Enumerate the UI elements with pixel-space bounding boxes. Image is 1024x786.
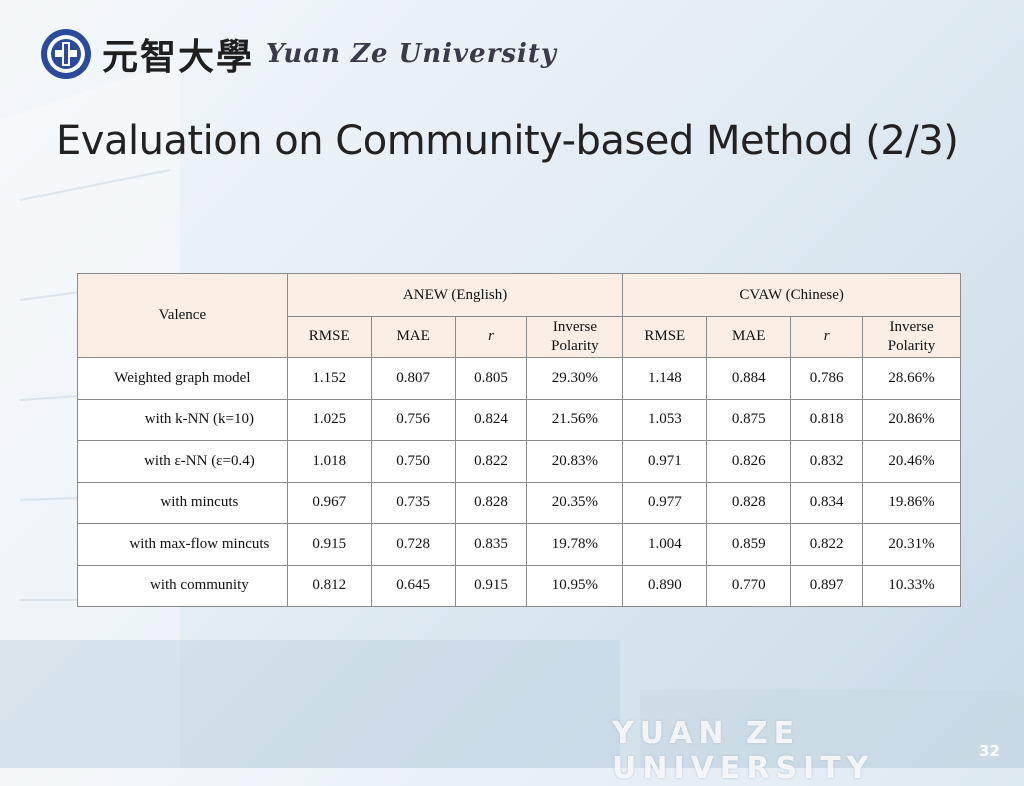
anew-rmse-cell: 0.915 bbox=[286, 523, 372, 566]
anew-mae-cell: 0.728 bbox=[370, 523, 456, 566]
subheader-r: r bbox=[454, 316, 528, 358]
subheader-inverse-polarity: Inverse Polarity bbox=[862, 316, 961, 358]
anew-rmse-cell: 1.152 bbox=[286, 357, 372, 400]
table-row: with max-flow mincuts 0.915 0.728 0.835 19.7… bbox=[77, 523, 961, 566]
cvaw-mae-cell: 0.859 bbox=[706, 523, 792, 566]
cvaw-r-cell: 0.822 bbox=[790, 523, 864, 566]
cvaw-inverse-polarity-cell: 10.33% bbox=[862, 564, 961, 607]
row-label: with max-flow mincuts bbox=[77, 523, 288, 566]
anew-r-cell: 0.828 bbox=[454, 481, 528, 524]
cvaw-mae-cell: 0.770 bbox=[706, 564, 792, 607]
subheader-r: r bbox=[790, 316, 864, 358]
cvaw-r-cell: 0.786 bbox=[790, 357, 864, 400]
subheader-rmse: RMSE bbox=[622, 316, 708, 358]
page-number: 32 bbox=[979, 742, 1000, 760]
table-row: with mincuts 0.967 0.735 0.828 20.35% 0.977 0.… bbox=[77, 481, 961, 524]
slide-title: Evaluation on Community-based Method (2/… bbox=[56, 118, 959, 164]
anew-inverse-polarity-cell: 20.35% bbox=[526, 481, 624, 524]
logo-english-name: Yuan Ze University bbox=[266, 39, 558, 69]
anew-r-cell: 0.805 bbox=[454, 357, 528, 400]
anew-inverse-polarity-cell: 29.30% bbox=[526, 357, 624, 400]
cvaw-inverse-polarity-cell: 20.86% bbox=[862, 398, 961, 441]
anew-mae-cell: 0.750 bbox=[370, 440, 456, 483]
group-header-anew: ANEW (English) bbox=[286, 273, 624, 317]
subheader-rmse: RMSE bbox=[286, 316, 372, 358]
cvaw-rmse-cell: 0.977 bbox=[622, 481, 708, 524]
anew-r-cell: 0.822 bbox=[454, 440, 528, 483]
anew-mae-cell: 0.807 bbox=[370, 357, 456, 400]
anew-r-cell: 0.824 bbox=[454, 398, 528, 441]
row-label: with mincuts bbox=[77, 481, 288, 524]
cvaw-mae-cell: 0.828 bbox=[706, 481, 792, 524]
group-header-cvaw: CVAW (Chinese) bbox=[622, 273, 961, 317]
cvaw-mae-cell: 0.884 bbox=[706, 357, 792, 400]
corner-header-valence: Valence bbox=[77, 273, 288, 358]
cvaw-inverse-polarity-cell: 19.86% bbox=[862, 481, 961, 524]
anew-mae-cell: 0.645 bbox=[370, 564, 456, 607]
cvaw-r-cell: 0.897 bbox=[790, 564, 864, 607]
results-table: Valence ANEW (English) CVAW (Chinese) RM… bbox=[77, 273, 961, 607]
cvaw-r-cell: 0.818 bbox=[790, 398, 864, 441]
university-logo: 元智大學 Yuan Ze University bbox=[40, 24, 557, 84]
table-row: with k-NN (k=10) 1.025 0.756 0.824 21.56% 1.0… bbox=[77, 398, 961, 441]
university-seal-icon bbox=[41, 29, 91, 79]
anew-inverse-polarity-cell: 19.78% bbox=[526, 523, 624, 566]
table-row: Weighted graph model 1.152 0.807 0.805 29.30… bbox=[77, 357, 961, 400]
cvaw-r-cell: 0.832 bbox=[790, 440, 864, 483]
anew-mae-cell: 0.735 bbox=[370, 481, 456, 524]
logo-chinese-name: 元智大學 bbox=[102, 36, 255, 78]
row-label: with community bbox=[77, 564, 288, 607]
row-label: with ε-NN (ε=0.4) bbox=[77, 440, 288, 483]
cvaw-r-cell: 0.834 bbox=[790, 481, 864, 524]
cvaw-mae-cell: 0.875 bbox=[706, 398, 792, 441]
row-label: with k-NN (k=10) bbox=[77, 398, 288, 441]
anew-rmse-cell: 1.025 bbox=[286, 398, 372, 441]
cvaw-inverse-polarity-cell: 28.66% bbox=[862, 357, 961, 400]
anew-r-cell: 0.915 bbox=[454, 564, 528, 607]
table-row: with community 0.812 0.645 0.915 10.95% 0.890… bbox=[77, 564, 961, 607]
subheader-mae: MAE bbox=[370, 316, 456, 358]
cvaw-rmse-cell: 0.890 bbox=[622, 564, 708, 607]
anew-rmse-cell: 0.967 bbox=[286, 481, 372, 524]
anew-inverse-polarity-cell: 21.56% bbox=[526, 398, 624, 441]
anew-mae-cell: 0.756 bbox=[370, 398, 456, 441]
footer-university-wordmark: YUAN ZE UNIVERSITY bbox=[612, 716, 875, 786]
cvaw-rmse-cell: 1.004 bbox=[622, 523, 708, 566]
anew-rmse-cell: 1.018 bbox=[286, 440, 372, 483]
cvaw-rmse-cell: 1.053 bbox=[622, 398, 708, 441]
subheader-mae: MAE bbox=[706, 316, 792, 358]
cvaw-rmse-cell: 1.148 bbox=[622, 357, 708, 400]
anew-r-cell: 0.835 bbox=[454, 523, 528, 566]
anew-rmse-cell: 0.812 bbox=[286, 564, 372, 607]
cvaw-mae-cell: 0.826 bbox=[706, 440, 792, 483]
anew-inverse-polarity-cell: 20.83% bbox=[526, 440, 624, 483]
subheader-inverse-polarity: Inverse Polarity bbox=[526, 316, 624, 358]
anew-inverse-polarity-cell: 10.95% bbox=[526, 564, 624, 607]
cvaw-inverse-polarity-cell: 20.46% bbox=[862, 440, 961, 483]
cvaw-inverse-polarity-cell: 20.31% bbox=[862, 523, 961, 566]
table-row: with ε-NN (ε=0.4) 1.018 0.750 0.822 20.83% 0.… bbox=[77, 440, 961, 483]
row-label: Weighted graph model bbox=[77, 357, 288, 400]
cvaw-rmse-cell: 0.971 bbox=[622, 440, 708, 483]
